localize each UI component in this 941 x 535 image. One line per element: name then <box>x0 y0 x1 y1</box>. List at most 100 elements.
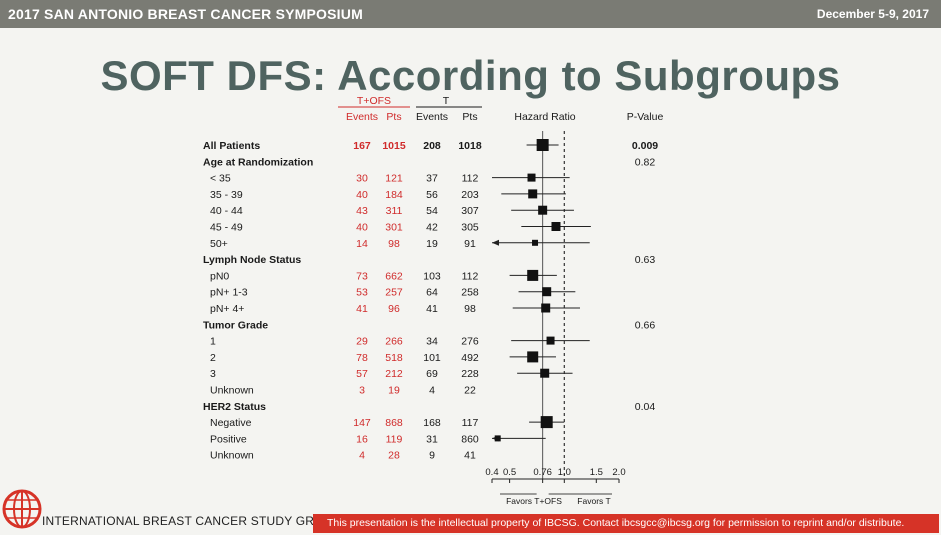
subgroup-label: Negative <box>210 417 252 429</box>
t-events-value: 34 <box>426 336 438 348</box>
t-events-value: 4 <box>429 385 435 397</box>
ofs-pts-value: 662 <box>385 270 403 282</box>
subgroup-label: 1 <box>210 336 216 348</box>
subgroup-label: 45 - 49 <box>210 222 243 234</box>
events-header-t: Events <box>416 111 448 123</box>
ofs-events-value: 167 <box>353 140 371 152</box>
hazard-ratio-marker <box>536 139 549 151</box>
t-events-value: 42 <box>426 222 438 234</box>
ofs-pts-value: 1015 <box>382 140 406 152</box>
hazard-ratio-marker <box>540 416 553 429</box>
ofs-pts-value: 184 <box>385 189 403 201</box>
subgroup-label: pN0 <box>210 270 229 282</box>
t-pts-value: 860 <box>461 433 479 445</box>
hazard-ratio-marker <box>546 336 555 345</box>
ofs-events-value: 78 <box>356 352 368 364</box>
x-tick-label: 0.4 <box>485 467 498 478</box>
p-value: 0.04 <box>635 401 656 413</box>
t-events-value: 103 <box>423 270 441 282</box>
ofs-events-value: 14 <box>356 238 368 250</box>
pts-header-t: Pts <box>462 111 477 123</box>
t-events-value: 69 <box>426 368 438 380</box>
hazard-ratio-marker <box>527 173 536 182</box>
hazard-ratio-marker <box>551 222 561 231</box>
group1-header: T+OFS <box>357 95 391 107</box>
x-tick-label: 2.0 <box>612 467 625 478</box>
ofs-events-value: 57 <box>356 368 368 380</box>
ofs-events-value: 29 <box>356 336 368 348</box>
hazard-ratio-marker <box>541 303 551 313</box>
subgroup-label: < 35 <box>210 173 231 185</box>
ofs-pts-value: 518 <box>385 352 403 364</box>
hazard-ratio-marker <box>527 351 539 363</box>
ofs-events-value: 30 <box>356 173 368 185</box>
hazard-ratio-marker <box>532 239 539 246</box>
ofs-pts-value: 96 <box>388 303 400 315</box>
t-events-value: 9 <box>429 450 435 462</box>
ibcsg-logo-icon <box>2 489 42 529</box>
hazard-ratio-marker <box>538 205 548 215</box>
group2-header: T <box>443 95 450 107</box>
x-tick-label: 0.76 <box>533 467 552 478</box>
hazard-ratio-marker <box>527 269 539 281</box>
t-pts-value: 305 <box>461 222 479 234</box>
subgroup-label: 35 - 39 <box>210 189 243 201</box>
subgroup-label: pN+ 4+ <box>210 303 244 315</box>
ofs-events-value: 40 <box>356 189 368 201</box>
ofs-pts-value: 212 <box>385 368 403 380</box>
subgroup-label: 40 - 44 <box>210 205 243 217</box>
t-events-value: 168 <box>423 417 441 429</box>
p-value: 0.63 <box>635 254 656 266</box>
slide-title: SOFT DFS: According to Subgroups <box>100 52 841 99</box>
hazard-ratio-marker <box>528 189 538 199</box>
subgroup-label: Unknown <box>210 385 254 397</box>
t-pts-value: 117 <box>462 417 479 429</box>
t-events-value: 37 <box>426 173 438 185</box>
ofs-events-value: 53 <box>356 287 368 299</box>
ofs-pts-value: 311 <box>386 205 403 217</box>
ci-arrow-left <box>492 239 499 246</box>
subgroup-label: 3 <box>210 368 216 380</box>
t-pts-value: 258 <box>461 287 479 299</box>
t-pts-value: 22 <box>464 385 476 397</box>
subgroup-label: 50+ <box>210 238 228 250</box>
t-events-value: 208 <box>423 140 441 152</box>
t-events-value: 64 <box>426 287 438 299</box>
ofs-events-value: 16 <box>356 433 368 445</box>
footer-notice: This presentation is the intellectual pr… <box>327 517 905 529</box>
ofs-events-value: 4 <box>359 450 365 462</box>
subgroup-label: Unknown <box>210 450 254 462</box>
favors-right-label: Favors T <box>577 496 610 506</box>
t-pts-value: 112 <box>462 270 479 282</box>
ofs-pts-value: 19 <box>388 385 400 397</box>
t-events-value: 31 <box>426 433 438 445</box>
subgroup-heading: Lymph Node Status <box>203 254 301 266</box>
p-value: 0.009 <box>632 140 658 152</box>
ofs-events-value: 3 <box>359 385 365 397</box>
ofs-pts-value: 98 <box>388 238 400 250</box>
ofs-pts-value: 28 <box>388 450 400 462</box>
t-pts-value: 228 <box>461 368 479 380</box>
events-header-ofs: Events <box>346 111 378 123</box>
footer-org-name: INTERNATIONAL BREAST CANCER STUDY GROUP <box>42 514 341 528</box>
t-pts-value: 1018 <box>458 140 482 152</box>
ofs-pts-value: 301 <box>385 222 403 234</box>
p-value: 0.82 <box>635 156 656 168</box>
ofs-pts-value: 121 <box>385 173 403 185</box>
x-tick-label: 1.0 <box>558 467 571 478</box>
ofs-pts-value: 868 <box>385 417 403 429</box>
ofs-events-value: 147 <box>353 417 371 429</box>
t-pts-value: 112 <box>462 173 479 185</box>
t-pts-value: 276 <box>461 336 479 348</box>
t-events-value: 41 <box>426 303 438 315</box>
t-pts-value: 91 <box>464 238 476 250</box>
pts-header-ofs: Pts <box>386 111 401 123</box>
ofs-pts-value: 119 <box>386 433 403 445</box>
ofs-events-value: 41 <box>356 303 368 315</box>
x-tick-label: 0.5 <box>503 467 516 478</box>
ofs-events-value: 43 <box>356 205 368 217</box>
ofs-pts-value: 266 <box>385 336 403 348</box>
header-bar: 2017 SAN ANTONIO BREAST CANCER SYMPOSIUM… <box>0 0 941 28</box>
t-events-value: 54 <box>426 205 438 217</box>
